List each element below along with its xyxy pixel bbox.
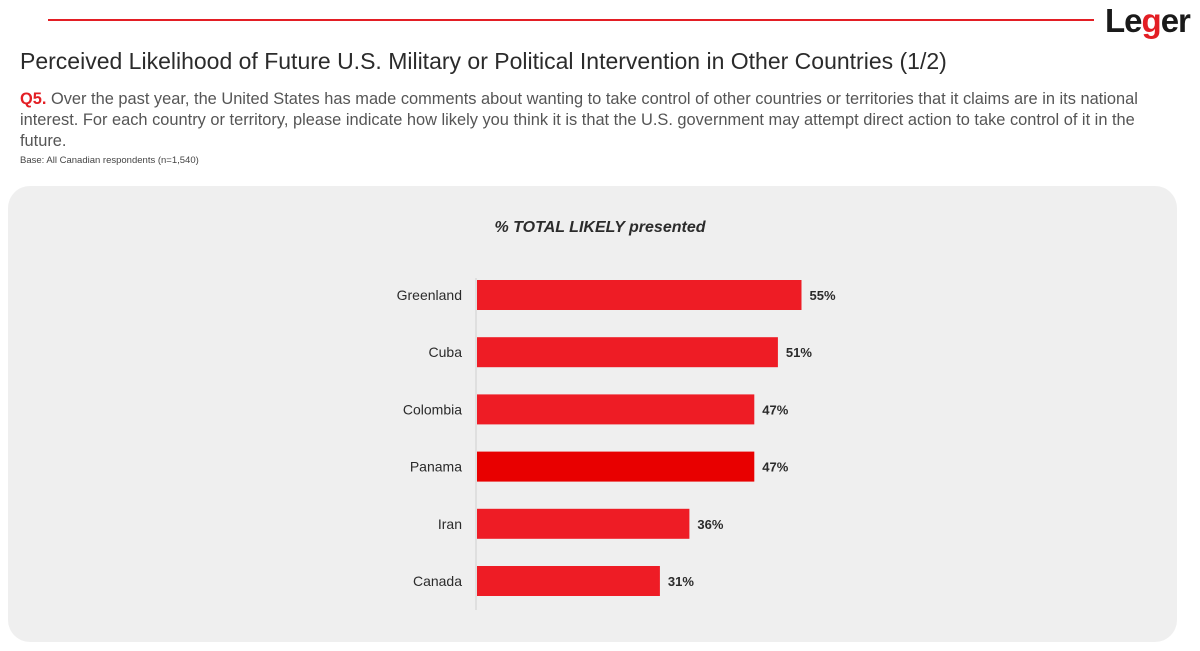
bar-canada	[477, 566, 660, 596]
value-label: 47%	[762, 402, 788, 417]
bar-iran	[477, 508, 690, 539]
category-label: Cuba	[429, 344, 463, 360]
category-label: Panama	[410, 459, 462, 475]
chart-title: % TOTAL LIKELY presented	[494, 219, 706, 236]
category-label: Canada	[413, 573, 462, 589]
bar-greenland	[477, 280, 802, 310]
leger-logo: Leger	[1105, 2, 1191, 39]
top-accent-line	[48, 19, 1094, 21]
bar-panama	[477, 451, 755, 482]
value-label: 31%	[668, 574, 694, 589]
bar-colombia	[477, 394, 755, 425]
value-label: 55%	[810, 288, 836, 303]
value-label: 47%	[762, 460, 788, 475]
bar-cuba	[477, 337, 778, 368]
base-note: Base: All Canadian respondents (n=1,540)	[20, 155, 199, 166]
question-text-block: Q5. Over the past year, the United State…	[20, 89, 1180, 152]
value-label: 36%	[697, 517, 723, 532]
question-body: Over the past year, the United States ha…	[20, 90, 1138, 150]
question-number: Q5.	[20, 90, 47, 108]
page-title: Perceived Likelihood of Future U.S. Mili…	[20, 48, 947, 74]
category-label: Colombia	[403, 401, 462, 417]
category-label: Iran	[438, 516, 462, 532]
value-label: 51%	[786, 345, 812, 360]
category-label: Greenland	[397, 287, 462, 303]
